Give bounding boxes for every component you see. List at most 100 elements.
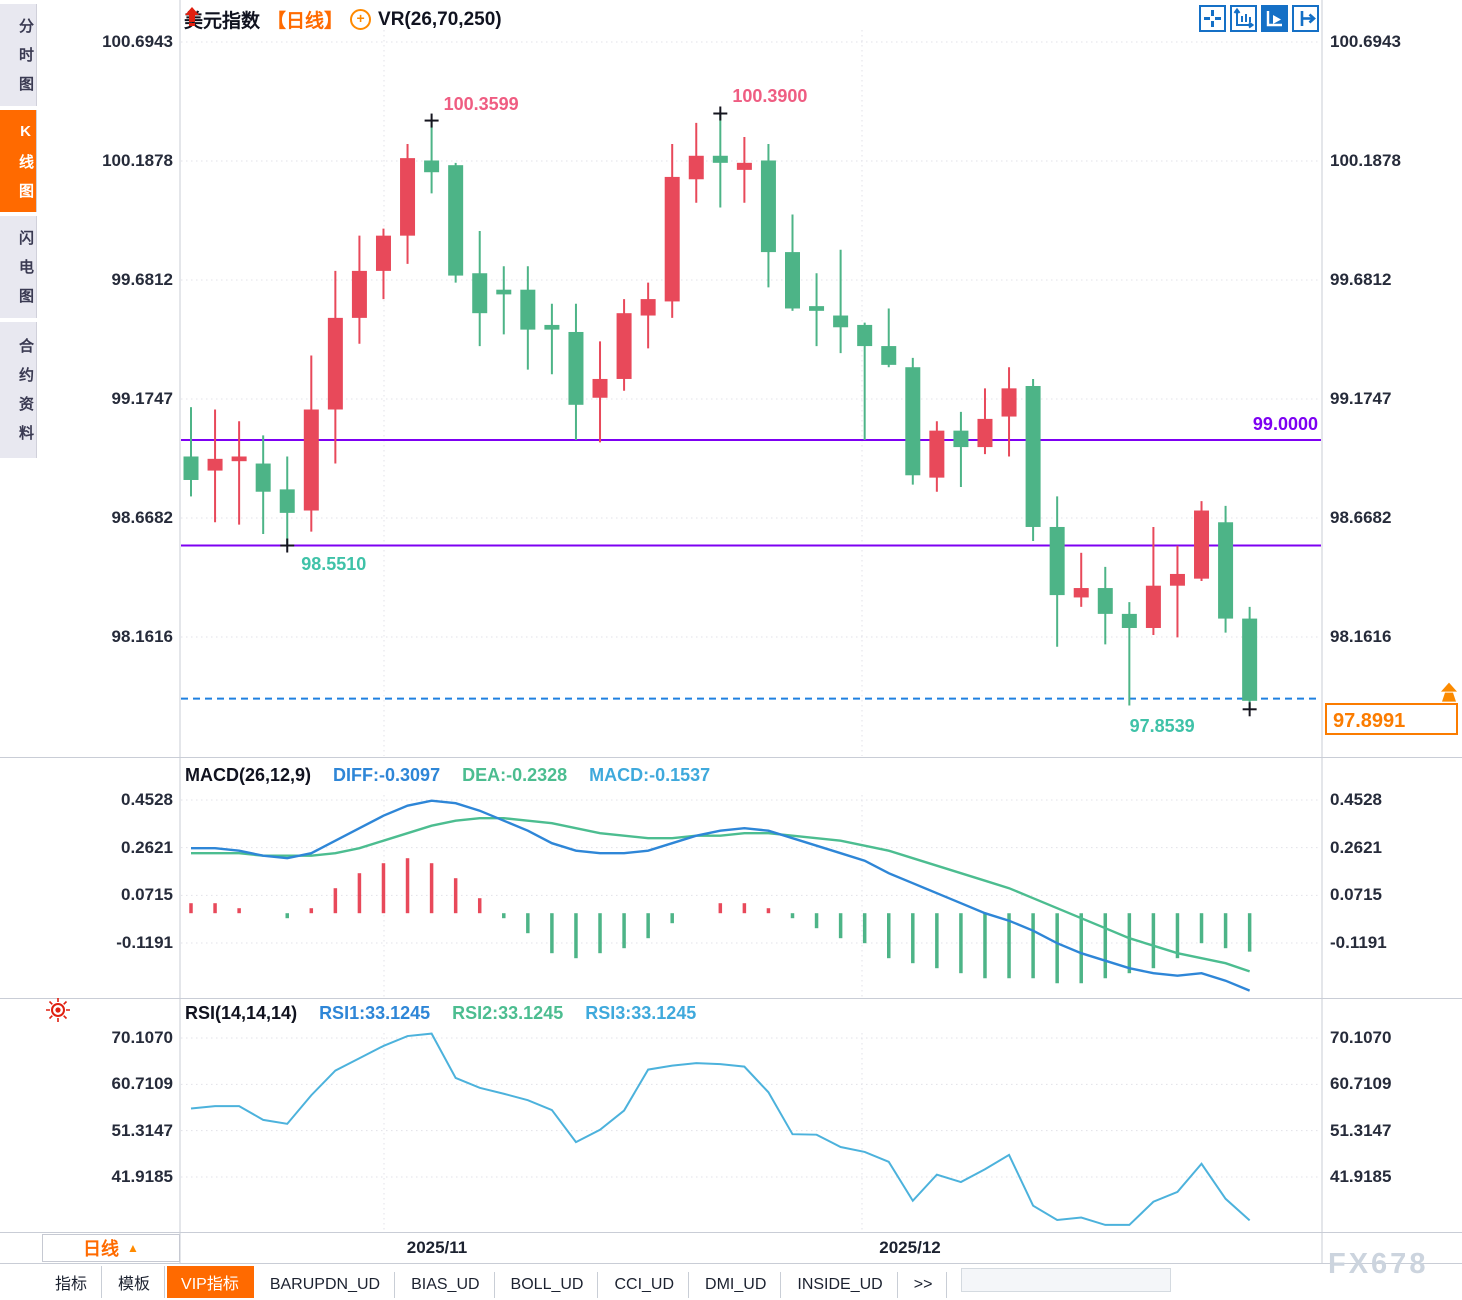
candle-body [1001,388,1017,417]
sidebar-tab-label: 分时图 [17,17,34,105]
candle-body [183,456,199,480]
candle-body [303,409,319,511]
bottom-tab->>[interactable]: >> [900,1272,948,1298]
y-axis-label: 98.6682 [1330,507,1392,527]
symbol-name: 美元指数 [184,11,261,32]
bottom-tab-模板[interactable]: 模板 [104,1266,166,1298]
bottom-tab-cci_ud[interactable]: CCI_UD [600,1272,690,1298]
period-tag[interactable]: 【日线】 [267,11,344,32]
y-axis-label: -0.1191 [116,932,173,952]
macd-dea-line [191,817,1251,973]
candle-body [712,155,728,163]
up-arrow-icon [185,7,199,26]
y-axis-label: 98.1616 [111,627,173,646]
bottom-tab-指标[interactable]: 指标 [41,1266,103,1298]
chart-title-bar: 美元指数 【日线】 + VR(26,70,250) [184,6,502,33]
add-indicator-icon[interactable]: + [350,9,372,30]
candle-body [1194,510,1210,579]
x-axis-label: 2025/12 [879,1238,941,1257]
bottom-tab-inside_ud[interactable]: INSIDE_UD [783,1272,898,1298]
y-axis-label: 60.7109 [111,1074,173,1094]
y-axis-label: 98.1616 [1330,627,1392,646]
candle-body [953,430,969,448]
low-annotation: 97.8539 [1129,716,1195,737]
x-axis-label: 2025/11 [406,1238,468,1257]
y-axis-label: 99.6812 [111,270,173,289]
candle-body [1169,573,1185,586]
candle-body [496,289,512,295]
candle-body [1242,618,1258,701]
y-axis-label: 0.2621 [121,837,173,857]
candle-body [544,324,560,330]
candle-body [327,317,343,410]
candle-body [1097,588,1113,614]
low-annotation: 98.5510 [301,553,367,574]
y-axis-label: 0.0715 [121,885,173,905]
sidebar-tab-lightning-chart[interactable]: 闪电图 [0,216,37,318]
sidebar-tab-time-chart[interactable]: 分时图 [0,4,37,106]
y-axis-label: 100.1878 [1330,150,1401,170]
candle-body [664,176,680,302]
bottom-tab-barupdn_ud[interactable]: BARUPDN_UD [256,1272,396,1298]
candle-body [929,430,945,478]
y-axis-label: 100.6943 [102,32,173,51]
horizontal-line-label: 99.0000 [1252,414,1318,435]
y-axis-label: 99.1747 [111,388,173,408]
candle-body [568,331,584,405]
sidebar-tab-contract-info[interactable]: 合约资料 [0,322,37,458]
candle-body [977,418,993,448]
candle-body [1145,585,1161,628]
current-price-box[interactable]: 97.8991 [1325,702,1458,735]
candle-body [857,324,873,347]
candle-body [833,315,849,328]
candle-body [1025,386,1041,527]
sidebar-tab-kline-chart[interactable]: K线图 [0,110,37,212]
macd-panel-header: MACD(26,12,9) DIFF:-0.3097 DEA:-0.2328 M… [185,765,710,786]
bottom-tab-vip指标[interactable]: VIP指标 [167,1266,254,1298]
candle-body [231,456,247,462]
candle-body [472,273,488,314]
crosshair-tool-icon[interactable] [1199,5,1226,32]
candle-body [1049,526,1065,596]
candle-body [424,160,440,173]
y-axis-label: 0.2621 [1330,837,1382,857]
y-axis-label: 0.4528 [1330,790,1382,809]
price-arrow-icon [1441,682,1457,702]
candle-body [351,270,367,318]
candle-body [809,306,825,311]
macd-title: MACD(26,12,9) [185,765,312,785]
triangle-up-icon: ▲ [127,1241,139,1255]
sidebar-tab-label: 闪电图 [17,229,34,317]
axis-scale-tool-icon[interactable] [1230,5,1257,32]
y-axis-label: 99.1747 [1330,388,1392,408]
watermark: FX678 [1328,1248,1429,1280]
high-annotation: 100.3900 [732,86,808,107]
bottom-tab-bias_ud[interactable]: BIAS_UD [397,1272,495,1298]
candle-body [400,158,416,236]
macd-diff-value: DIFF:-0.3097 [333,765,441,785]
rsi3-value: RSI3:33.1245 [585,1003,697,1023]
rsi-panel-header: RSI(14,14,14) RSI1:33.1245 RSI2:33.1245 … [185,1003,696,1024]
sun-marker-icon[interactable] [44,996,72,1024]
y-axis-label: 100.1878 [102,150,173,170]
candle-body [760,160,776,253]
y-axis-label: 70.1070 [111,1028,173,1047]
bottom-tab-boll_ud[interactable]: BOLL_UD [497,1272,599,1298]
candle-body [736,162,752,170]
axis-play-tool-icon[interactable] [1261,5,1288,32]
exit-panel-tool-icon[interactable] [1292,5,1319,32]
y-axis-label: 41.9185 [1330,1167,1392,1186]
tab-bar-empty-area [961,1268,1172,1292]
period-selector-button[interactable]: 日线 ▲ [42,1234,180,1262]
candle-body [375,235,391,271]
bottom-tab-dmi_ud[interactable]: DMI_UD [691,1272,782,1298]
candle-body [640,299,656,316]
y-axis-label: 51.3147 [111,1120,173,1140]
y-axis-label: 99.6812 [1330,270,1392,289]
period-selector-label: 日线 [83,1239,120,1259]
rsi1-value: RSI1:33.1245 [319,1003,431,1023]
y-axis-label: 0.0715 [1330,885,1382,905]
y-axis-label: 60.7109 [1330,1074,1392,1094]
